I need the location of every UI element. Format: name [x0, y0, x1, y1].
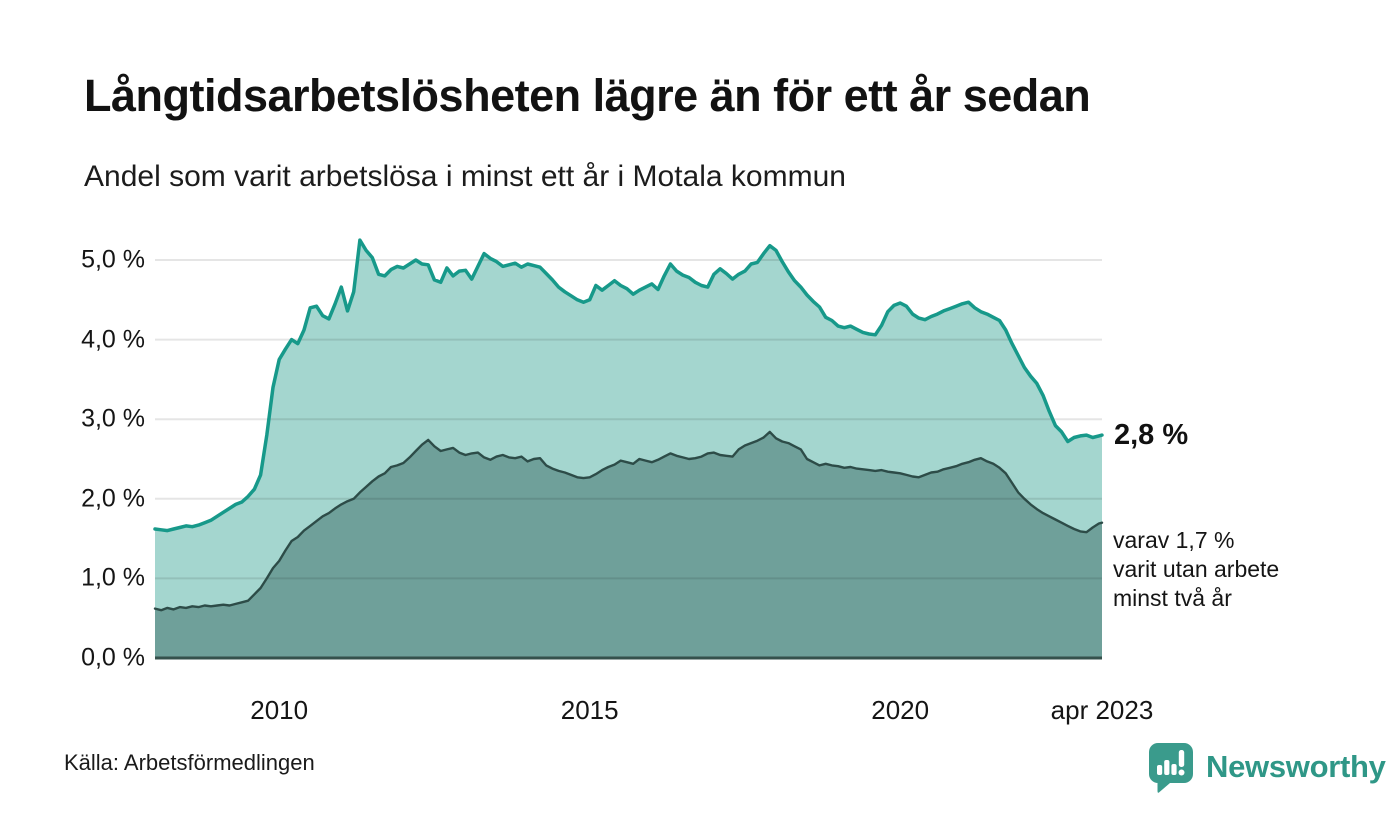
annotation-line: varit utan arbete [1113, 556, 1280, 582]
x-tick-label-apr-2023: apr 2023 [1050, 695, 1154, 725]
series-lines [153, 238, 1104, 612]
chart-subtitle: Andel som varit arbetslösa i minst ett å… [84, 160, 846, 193]
series1-end-value-label: 2,8 % [1114, 419, 1189, 451]
y-tick-label-4: 4,0 % [81, 325, 145, 354]
y-tick-label-2: 2,0 % [81, 484, 145, 513]
series2-end-annotation: varav 1,7 % varit utan arbete minst två år [1113, 526, 1279, 613]
x-tick-label-2015: 2015 [560, 695, 619, 725]
bar-medium [1171, 764, 1177, 775]
exclamation-bar [1178, 750, 1185, 767]
x-tick-label-2010: 2010 [250, 695, 309, 725]
area-fills [155, 240, 1102, 658]
exclamation-dot [1178, 769, 1185, 776]
series1-line [153, 238, 1104, 533]
series2-line [153, 430, 1104, 612]
bar-small [1157, 765, 1163, 775]
series2-area [155, 431, 1102, 658]
brand-logo: Newsworthy [1146, 740, 1386, 794]
pin-shape [1149, 743, 1193, 793]
y-tick-label-5: 5,0 % [81, 245, 145, 274]
y-tick-label-3: 3,0 % [81, 404, 145, 433]
page-title: Långtidsarbetslösheten lägre än för ett … [84, 70, 1091, 121]
y-tick-label-1: 1,0 % [81, 563, 145, 592]
y-tick-label-0: 0,0 % [81, 643, 145, 672]
source-note: Källa: Arbetsförmedlingen [64, 750, 315, 775]
annotation-line: minst två år [1113, 585, 1232, 611]
annotation-line: varav 1,7 % [1113, 527, 1235, 553]
bar-tall [1164, 760, 1170, 775]
newsworthy-pin-icon [1149, 743, 1193, 793]
x-tick-label-2020: 2020 [871, 695, 930, 725]
brand-name: Newsworthy [1206, 749, 1386, 784]
gridlines [155, 259, 1102, 580]
